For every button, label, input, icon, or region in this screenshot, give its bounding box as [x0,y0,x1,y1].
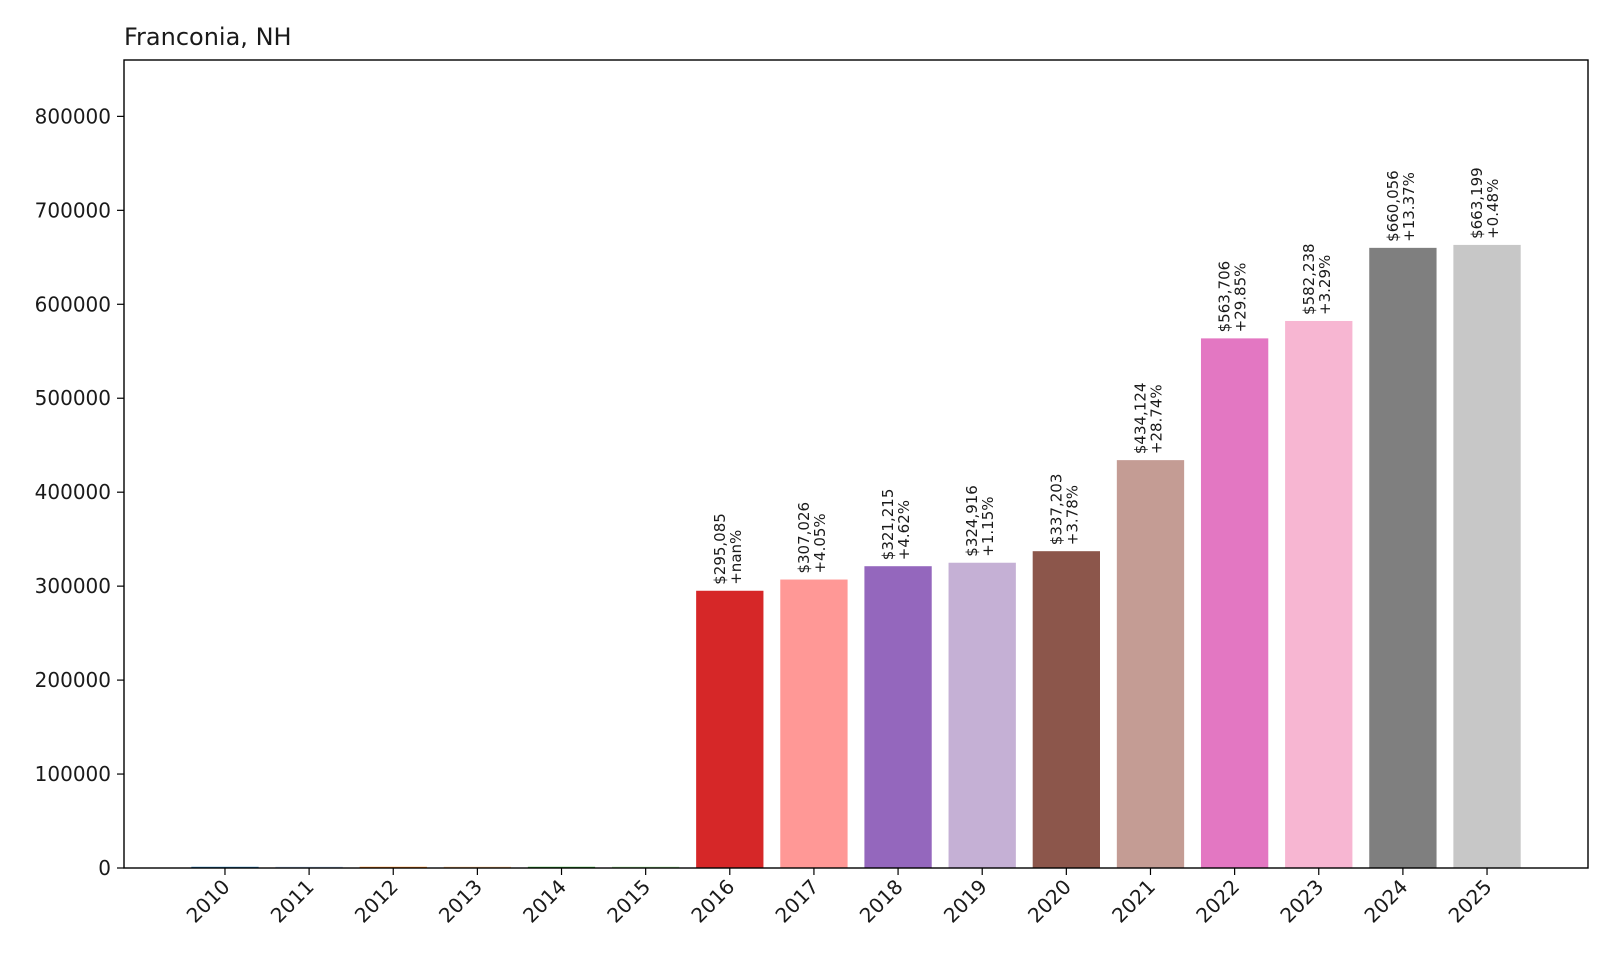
bar-value-label: $295,085 [711,513,729,585]
bar-value-label: $337,203 [1047,474,1065,546]
bar-2022 [1200,338,1269,868]
bar-2024 [1369,247,1437,869]
bar-2021 [1116,460,1185,868]
bar-value-label: $660,056 [1384,170,1402,242]
bar-value-label: $324,916 [963,485,981,557]
bar-change-label: +13.37% [1400,172,1418,242]
y-tick-label: 100000 [35,762,111,786]
plot-area-frame [123,59,1589,869]
bar-value-label: $434,124 [1131,383,1149,455]
x-tick-label: 2022 [1191,875,1244,928]
y-axis: 0 100000 200000 300000 400000 500000 600000 700… [35,104,124,880]
x-tick-label: 2021 [1107,875,1160,928]
x-tick-label: 2017 [770,875,823,928]
x-tick-label: 2011 [266,875,319,928]
x-tick-label: 2020 [1023,875,1076,928]
x-tick-label: 2019 [939,875,992,928]
bar-value-label: $582,238 [1300,243,1318,315]
x-tick-label: 2025 [1444,875,1497,928]
x-tick-label: 2018 [855,875,908,928]
bar-value-label: $321,215 [879,489,897,561]
y-tick-label: 300000 [35,574,111,598]
bar-value-label: $563,706 [1216,261,1234,333]
bar-2016 [696,590,764,868]
bar-change-label: +4.05% [811,513,829,573]
y-tick-label: 700000 [35,198,111,222]
x-tick-label: 2013 [434,875,487,928]
y-tick-label: 800000 [35,104,111,128]
bar-change-label: +4.62% [895,500,913,560]
bar-2018 [864,566,932,868]
bars-layer [191,244,1521,869]
bar-2019 [948,562,1016,868]
x-tick-label: 2010 [182,875,235,928]
bar-change-label: +0.48% [1484,179,1502,239]
x-axis: 2010 2011 2012 2013 2014 2015 2016 2017 2018 2019… [182,868,1497,928]
bar-change-label: +nan% [727,530,745,585]
bar-2017 [780,579,848,868]
bar-value-label: $663,199 [1468,167,1486,239]
x-tick-label: 2023 [1275,875,1328,928]
bar-change-label: +3.78% [1063,485,1081,545]
bar-2020 [1032,551,1100,868]
y-tick-label: 200000 [35,668,111,692]
bar-value-label: $307,026 [795,502,813,574]
chart-title: Franconia, NH [124,23,292,51]
x-tick-label: 2014 [518,875,571,928]
y-tick-label: 400000 [35,480,111,504]
x-tick-label: 2016 [686,875,739,928]
x-tick-label: 2024 [1359,875,1412,928]
y-tick-label: 500000 [35,386,111,410]
x-tick-label: 2012 [350,875,403,928]
bar-2023 [1285,320,1353,869]
bar-change-label: +29.85% [1232,263,1250,333]
y-tick-label: 600000 [35,292,111,316]
bar-change-label: +28.74% [1147,384,1165,454]
x-tick-label: 2015 [602,875,655,928]
bar-labels-layer: $295,085+nan% $307,026+4.05% $321,215+4.62… [711,167,1502,584]
bar-change-label: +1.15% [979,496,997,556]
bar-2025 [1453,244,1521,868]
y-tick-label: 0 [98,856,111,880]
bar-change-label: +3.29% [1316,255,1334,315]
